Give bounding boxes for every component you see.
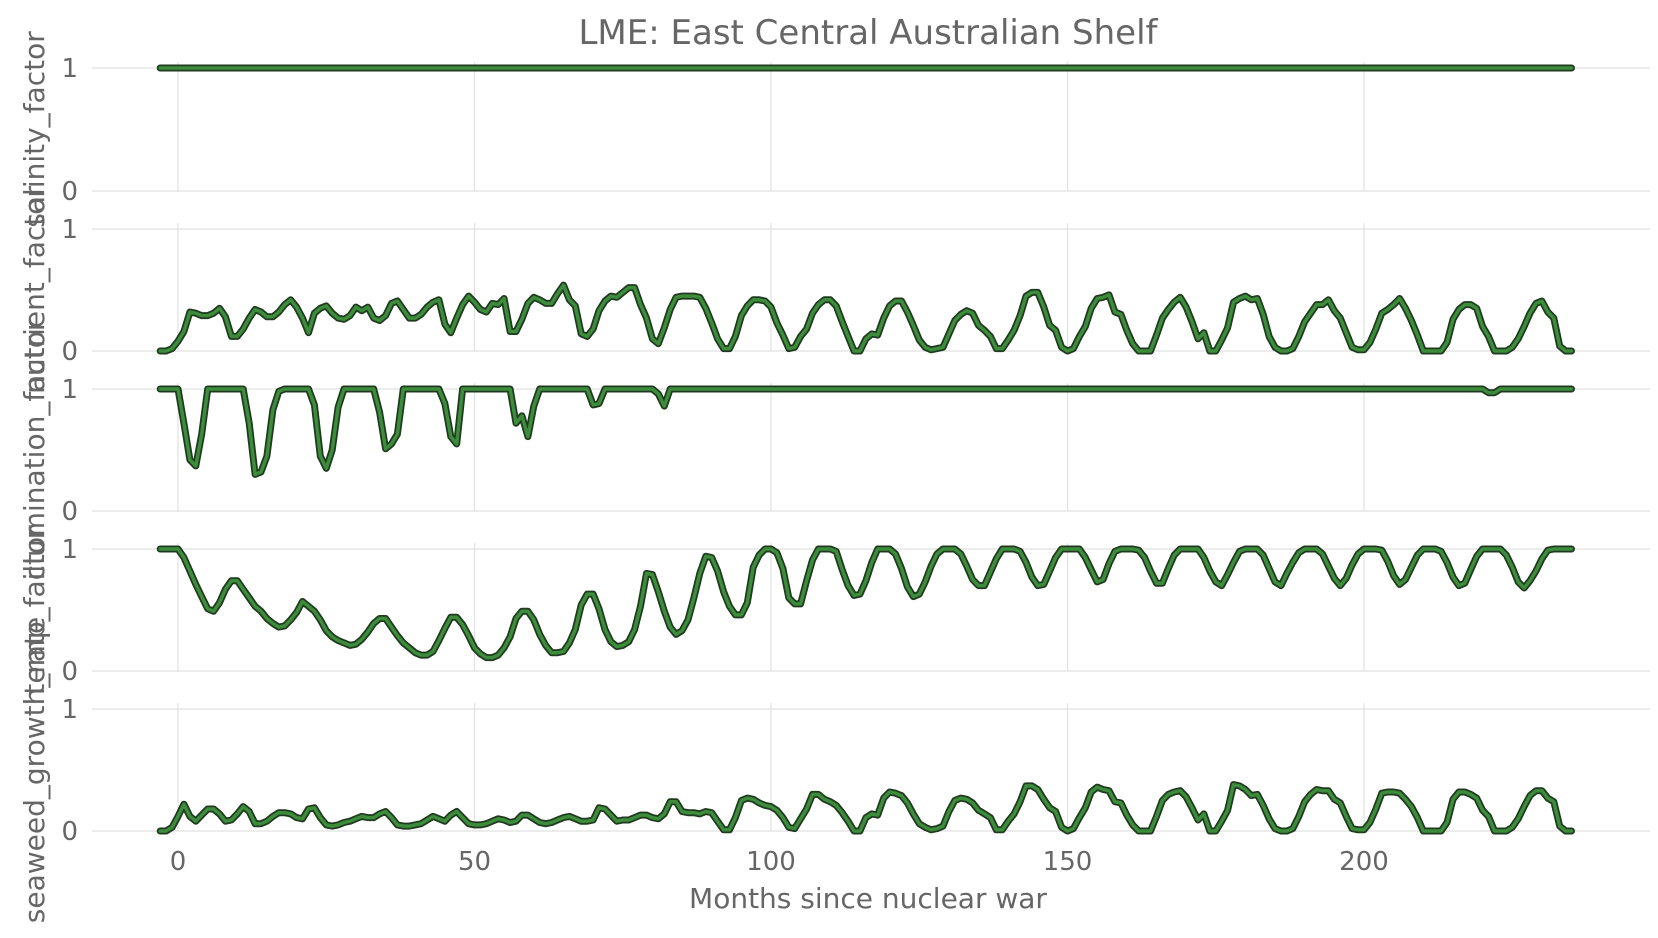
y-tick-label: 1: [61, 54, 78, 84]
series-line-nutrient_factor: [158, 283, 1574, 353]
x-axis-label: Months since nuclear war: [689, 882, 1047, 915]
y-tick-label: 0: [61, 817, 78, 847]
series-outline-temp_factor: [156, 545, 1575, 662]
y-tick-label: 0: [61, 337, 78, 367]
series-line-seaweed_growth_rate: [158, 782, 1574, 833]
y-tick-label: 1: [61, 695, 78, 725]
subplot-salinity_factor: 0 1 salinity_factor: [18, 31, 1650, 228]
subplot-panels: 0 1 salinity_factor 0 1 nutrient_factor 0 1 illu…: [18, 31, 1650, 923]
y-axis-label-illumination_factor: illumination_factor: [18, 319, 51, 580]
series-outline-illumination_factor: [156, 385, 1575, 478]
x-tick-label: 50: [458, 847, 491, 877]
chart-title: LME: East Central Australian Shelf: [578, 13, 1158, 53]
subplot-temp_factor: 0 1 temp_factor: [18, 525, 1650, 695]
y-tick-label: 1: [61, 215, 78, 245]
y-axis-label-temp_factor: temp_factor: [18, 525, 51, 695]
y-tick-label: 0: [61, 657, 78, 687]
x-tick-label: 100: [746, 847, 796, 877]
y-axis-label-salinity_factor: salinity_factor: [18, 31, 51, 228]
y-axis-label-nutrient_factor: nutrient_factor: [18, 186, 51, 394]
y-axis-label-seaweed_growth_rate: seaweed_growth_rate: [18, 617, 51, 923]
y-tick-label: 0: [61, 177, 78, 207]
series-line-temp_factor: [158, 547, 1574, 660]
x-tick-label: 150: [1043, 847, 1093, 877]
y-tick-label: 0: [61, 497, 78, 527]
series-line-illumination_factor: [158, 387, 1574, 477]
series-outline-seaweed_growth_rate: [156, 781, 1575, 835]
y-tick-label: 1: [61, 535, 78, 565]
x-tick-label: 200: [1339, 847, 1389, 877]
subplot-nutrient_factor: 0 1 nutrient_factor: [18, 186, 1650, 394]
y-tick-label: 1: [61, 375, 78, 405]
subplot-seaweed_growth_rate: 0 1 seaweed_growth_rate: [18, 617, 1650, 923]
subplot-illumination_factor: 0 1 illumination_factor: [18, 319, 1650, 580]
x-tick-label: 0: [170, 847, 187, 877]
